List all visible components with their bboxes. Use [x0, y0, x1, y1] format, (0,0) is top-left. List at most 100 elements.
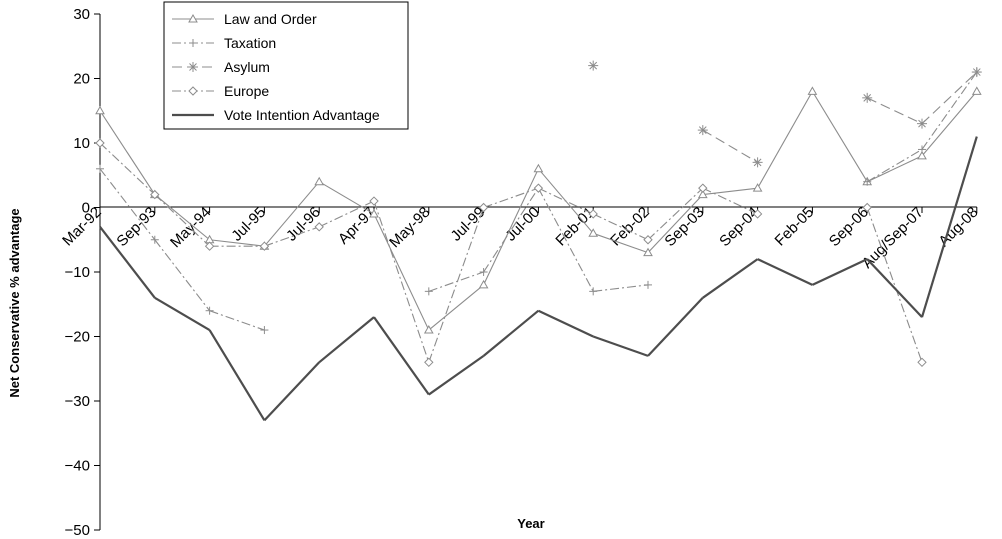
- legend-marker: [188, 13, 198, 23]
- data-point-marker: [314, 176, 325, 186]
- x-tick-label: Apr-97: [335, 204, 379, 248]
- series-segment: [757, 91, 813, 189]
- y-tick-label: 20: [73, 71, 90, 88]
- series-segment: [921, 91, 978, 157]
- data-point-marker: [807, 86, 818, 95]
- series-segment: [318, 181, 375, 215]
- data-point-marker: [369, 208, 379, 218]
- data-point-marker: [644, 280, 652, 289]
- series-segment: [99, 226, 156, 299]
- legend-marker: [188, 86, 198, 96]
- x-tick-label: May-98: [386, 204, 433, 251]
- data-point-marker: [478, 202, 489, 213]
- series-segment: [428, 207, 485, 363]
- data-point-marker: [971, 86, 982, 95]
- y-tick-label: −20: [65, 329, 90, 346]
- series-segment: [647, 194, 704, 254]
- data-point-marker: [752, 157, 763, 168]
- y-tick-label: −30: [65, 393, 90, 410]
- data-point-marker: [589, 287, 598, 296]
- y-tick-label: −40: [65, 458, 90, 475]
- series-segment: [209, 239, 265, 247]
- series-segment: [483, 187, 539, 209]
- series-segment: [99, 142, 156, 196]
- legend-label: Europe: [224, 83, 269, 99]
- x-tick-label: Sep-06: [826, 204, 872, 250]
- data-point-marker: [260, 326, 269, 335]
- series-segment: [757, 258, 813, 286]
- data-point-marker: [424, 357, 434, 368]
- data-point-marker: [369, 196, 379, 206]
- data-point-marker: [479, 268, 488, 276]
- series-segment: [537, 187, 594, 292]
- data-point-marker: [697, 125, 708, 136]
- series-segment: [483, 168, 539, 286]
- y-tick-label: 30: [73, 6, 90, 23]
- series-segment: [866, 148, 923, 183]
- y-tick-label: 0: [82, 200, 90, 217]
- series-segment: [866, 207, 923, 363]
- y-tick-label: −50: [65, 522, 90, 539]
- series-segment: [264, 226, 320, 247]
- x-ticks: Mar-92 Sep-93 May-94 Jul-95 Jul-96 Apr-97 May-…: [59, 204, 981, 272]
- legend: Law and Order Taxation Asylum Europe Vote In…: [163, 1, 409, 130]
- series-segment: [592, 213, 649, 241]
- series-segment: [593, 284, 649, 292]
- data-point-marker: [204, 241, 215, 251]
- legend-label: Law and Order: [224, 11, 317, 27]
- data-point-marker: [259, 241, 270, 251]
- series-segment: [208, 329, 266, 421]
- series-segment: [263, 181, 320, 247]
- data-point-marker: [862, 92, 873, 103]
- data-point-marker: [917, 118, 927, 129]
- series-segment: [866, 97, 923, 125]
- series-segment: [373, 213, 430, 331]
- series-segment: [318, 316, 375, 364]
- data-point-marker: [95, 138, 105, 148]
- series-europe: [95, 138, 927, 368]
- legend-marker: [188, 62, 198, 72]
- data-point-marker: [588, 60, 599, 71]
- series-segment: [702, 129, 758, 163]
- legend-label: Asylum: [224, 59, 270, 75]
- x-tick-label: Sep-93: [113, 204, 159, 250]
- x-tick-label: Jul-95: [228, 204, 269, 245]
- series-segment: [702, 258, 759, 299]
- series-segment: [921, 71, 978, 150]
- series-layer: [95, 60, 982, 422]
- series-segment: [154, 194, 210, 247]
- x-tick-label: Sep-04: [716, 204, 762, 250]
- series-vote-intention-advantage: [99, 136, 978, 422]
- legend-label: Vote Intention Advantage: [224, 107, 380, 123]
- y-tick-label: −10: [65, 264, 90, 281]
- series-segment: [482, 309, 540, 357]
- series-segment: [647, 297, 704, 357]
- series-segment: [811, 258, 868, 286]
- data-point-marker: [752, 183, 763, 192]
- series-segment: [373, 316, 430, 396]
- data-point-marker: [752, 209, 763, 219]
- series-segment: [318, 200, 375, 228]
- x-tick-label: Feb-05: [772, 204, 818, 250]
- series-segment: [428, 271, 484, 292]
- series-segment: [592, 335, 649, 357]
- series-segment: [99, 110, 156, 195]
- series-segment: [99, 168, 156, 241]
- x-tick-label: Aug-08: [935, 204, 981, 250]
- data-point-marker: [533, 183, 544, 193]
- series-segment: [538, 187, 594, 215]
- x-tick-label: Feb-02: [607, 204, 653, 250]
- data-point-marker: [971, 67, 982, 78]
- data-point-marker: [643, 235, 653, 245]
- legend-box: [163, 1, 409, 130]
- series-segment: [647, 187, 704, 241]
- series-segment: [866, 258, 923, 318]
- data-point-marker: [588, 209, 598, 219]
- data-point-marker: [863, 177, 872, 186]
- series-segment: [154, 194, 210, 241]
- data-point-marker: [862, 202, 872, 213]
- series-segment: [154, 296, 211, 331]
- y-tick-label: 10: [73, 135, 90, 152]
- data-point-marker: [918, 145, 926, 154]
- series-segment: [866, 155, 923, 183]
